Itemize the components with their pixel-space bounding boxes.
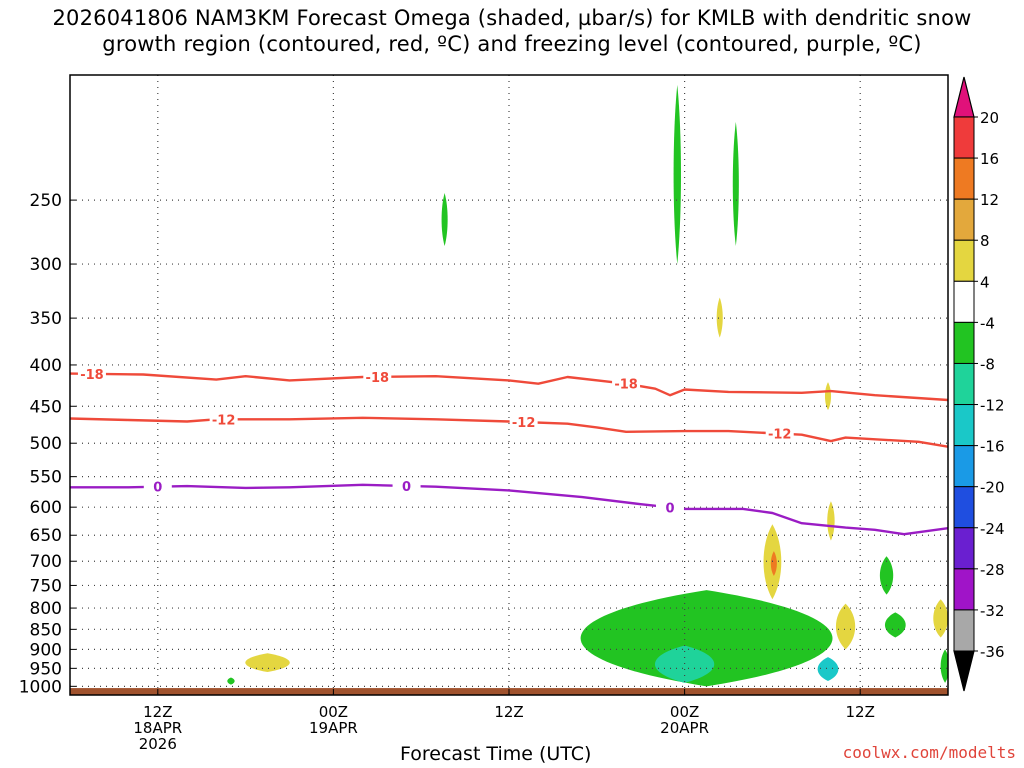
omega-region-17 (654, 645, 715, 683)
y-tick-label-1000: 1000 (19, 677, 62, 697)
isotherm-label-bg-1-1 (509, 414, 538, 431)
colorbar-label-0: 20 (980, 109, 999, 127)
isotherm-line-1 (70, 416, 948, 448)
chart-title-line-2: growth region (contoured, red, ºC) and f… (102, 32, 922, 56)
isotherm-line-0 (70, 372, 948, 402)
x-axis-label: Forecast Time (UTC) (400, 743, 592, 765)
y-tick-label-250: 250 (30, 191, 62, 211)
y-tick-label-400: 400 (30, 356, 62, 376)
x-tick-label-0-1: 18APR (133, 719, 182, 737)
isotherm-label-1-0: -12 (212, 413, 236, 428)
isotherm-label-2-1: 0 (402, 480, 411, 495)
colorbar-label-5: -4 (980, 314, 995, 332)
omega-region-1 (673, 84, 681, 265)
colorbar-bottom-arrow (953, 650, 975, 692)
colorbar-box-11 (953, 568, 975, 611)
colorbar-label-13: -36 (980, 643, 1005, 661)
isotherm-label-bg-0-0 (77, 365, 106, 382)
y-tick-label-450: 450 (30, 397, 62, 417)
y-tick-label-300: 300 (30, 255, 62, 275)
omega-region-18 (817, 657, 839, 682)
omega-region-16 (580, 590, 833, 687)
colorbar-label-1: 16 (980, 150, 999, 168)
isotherm-label-bg-0-2 (612, 375, 641, 392)
omega-region-14 (940, 649, 948, 683)
omega-region-13 (884, 612, 906, 638)
isotherm-label-bg-2-2 (655, 499, 684, 516)
colorbar-label-2: 12 (980, 191, 999, 209)
y-tick-label-550: 550 (30, 468, 62, 488)
isotherm-label-1-1: -12 (512, 416, 536, 431)
y-tick-label-500: 500 (30, 434, 62, 454)
colorbar-box-4 (953, 280, 975, 323)
omega-region-10 (933, 599, 948, 638)
isotherm-label-bg-1-2 (765, 425, 794, 442)
colorbar-box-5 (953, 321, 975, 364)
y-tick-label-750: 750 (30, 576, 62, 596)
x-tick-label-0-0: 12Z (143, 703, 172, 721)
x-tick-label-1-1: 19APR (309, 719, 358, 737)
isotherm-label-2-0: 0 (153, 481, 162, 496)
y-tick-label-850: 850 (30, 620, 62, 640)
omega-region-5 (827, 501, 835, 541)
colorbar-top-arrow (953, 76, 975, 118)
colorbar-box-6 (953, 362, 975, 406)
omega-region-9 (835, 603, 856, 650)
colorbar-label-6: -8 (980, 355, 995, 373)
colorbar-label-3: 8 (980, 232, 990, 250)
y-tick-label-600: 600 (30, 498, 62, 518)
isotherm-line-2 (70, 483, 948, 536)
isotherm-label-bg-2-0 (143, 478, 172, 495)
colorbar-box-10 (953, 527, 975, 570)
isotherm-label-bg-1-0 (209, 411, 238, 428)
colorbar-label-11: -28 (980, 561, 1005, 579)
x-tick-label-0-2: 2026 (139, 735, 177, 753)
y-tick-label-950: 950 (30, 659, 62, 679)
omega-region-11 (245, 653, 290, 673)
source-credit: coolwx.com/modelts (842, 743, 1016, 762)
x-tick-label-3-0: 00Z (670, 703, 699, 721)
y-tick-label-900: 900 (30, 640, 62, 660)
omega-region-2 (732, 121, 739, 247)
isotherm-label-0-0: -18 (80, 368, 104, 383)
omega-region-0 (441, 193, 448, 247)
colorbar-label-7: -12 (980, 397, 1005, 415)
omega-region-15 (227, 677, 235, 685)
plot-frame (69, 74, 949, 696)
isotherm-label-2-2: 0 (665, 501, 674, 516)
y-tick-label-350: 350 (30, 309, 62, 329)
x-tick-label-1-0: 00Z (319, 703, 348, 721)
colorbar-label-12: -32 (980, 602, 1005, 620)
colorbar-label-10: -24 (980, 520, 1005, 538)
isotherm-label-0-2: -18 (614, 378, 638, 393)
isotherm-label-1-2: -12 (768, 428, 792, 443)
colorbar-label-4: 4 (980, 273, 990, 291)
colorbar-box-3 (953, 239, 975, 282)
colorbar-box-2 (953, 198, 975, 241)
isotherm-label-bg-2-1 (392, 477, 421, 494)
omega-region-12 (879, 556, 894, 595)
colorbar-label-9: -20 (980, 479, 1005, 497)
y-tick-label-700: 700 (30, 552, 62, 572)
omega-region-4 (824, 382, 832, 411)
y-tick-label-650: 650 (30, 526, 62, 546)
colorbar-box-0 (953, 116, 975, 159)
x-tick-label-3-1: 20APR (660, 719, 709, 737)
y-tick-label-800: 800 (30, 599, 62, 619)
colorbar-box-1 (953, 157, 975, 200)
isotherm-label-0-1: -18 (366, 371, 390, 386)
omega-region-3 (716, 297, 723, 338)
omega-region-7 (770, 551, 777, 576)
chart-title-line-1: 2026041806 NAM3KM Forecast Omega (shaded… (52, 6, 972, 30)
x-tick-label-4-0: 12Z (846, 703, 875, 721)
colorbar-box-7 (953, 404, 975, 447)
colorbar-box-12 (953, 609, 975, 652)
colorbar-box-9 (953, 486, 975, 529)
colorbar-box-8 (953, 445, 975, 488)
colorbar-label-8: -16 (980, 438, 1005, 456)
x-tick-label-2-0: 12Z (494, 703, 523, 721)
isotherm-label-bg-0-1 (363, 368, 392, 385)
